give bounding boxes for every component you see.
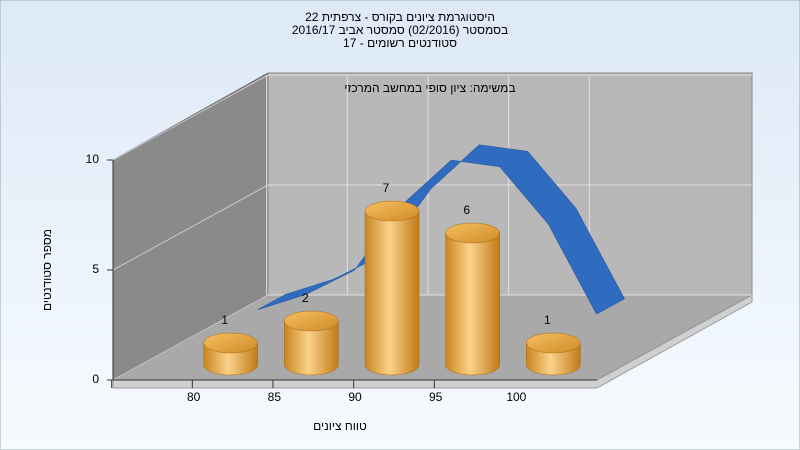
- x-axis-label: טווח ציונים: [313, 419, 367, 433]
- bar-top: [526, 332, 581, 354]
- data-label: 7: [383, 181, 390, 195]
- y-tick-label: 5: [92, 262, 99, 276]
- bar-top: [203, 332, 258, 354]
- x-tick-label: 100: [506, 390, 526, 404]
- bar: [284, 320, 339, 376]
- bar-top: [284, 310, 339, 332]
- back-wall: [267, 72, 753, 296]
- grid-line: [112, 184, 269, 271]
- x-tick-label: 95: [429, 390, 443, 404]
- chart-title: היסטוגרמת ציונים בקורס - צרפתית 22: [305, 10, 495, 24]
- bar: [364, 210, 420, 376]
- bar: [445, 232, 500, 376]
- chart-title: סטודנטים רשומים - 17: [343, 36, 457, 50]
- data-label: 2: [302, 291, 309, 305]
- bar-top: [364, 200, 420, 222]
- x-tick-label: 90: [348, 390, 362, 404]
- x-tick-label: 80: [187, 390, 201, 404]
- annotation: במשימה: ציון סופי במחשב המרכזי: [344, 81, 515, 95]
- chart-title: בסמסטר (02/2016) סמסטר אביב 2016/17: [292, 23, 508, 37]
- y-axis-label: מספר סטודנטים: [40, 229, 54, 311]
- bar-top: [445, 222, 500, 244]
- data-label: 6: [463, 203, 470, 217]
- data-label: 1: [544, 313, 551, 327]
- x-tick-label: 85: [268, 390, 282, 404]
- data-label: 1: [221, 313, 228, 327]
- y-tick-label: 10: [86, 152, 100, 166]
- grid-line: [112, 294, 269, 381]
- grid-line: [112, 74, 269, 161]
- y-tick-label: 0: [92, 372, 99, 386]
